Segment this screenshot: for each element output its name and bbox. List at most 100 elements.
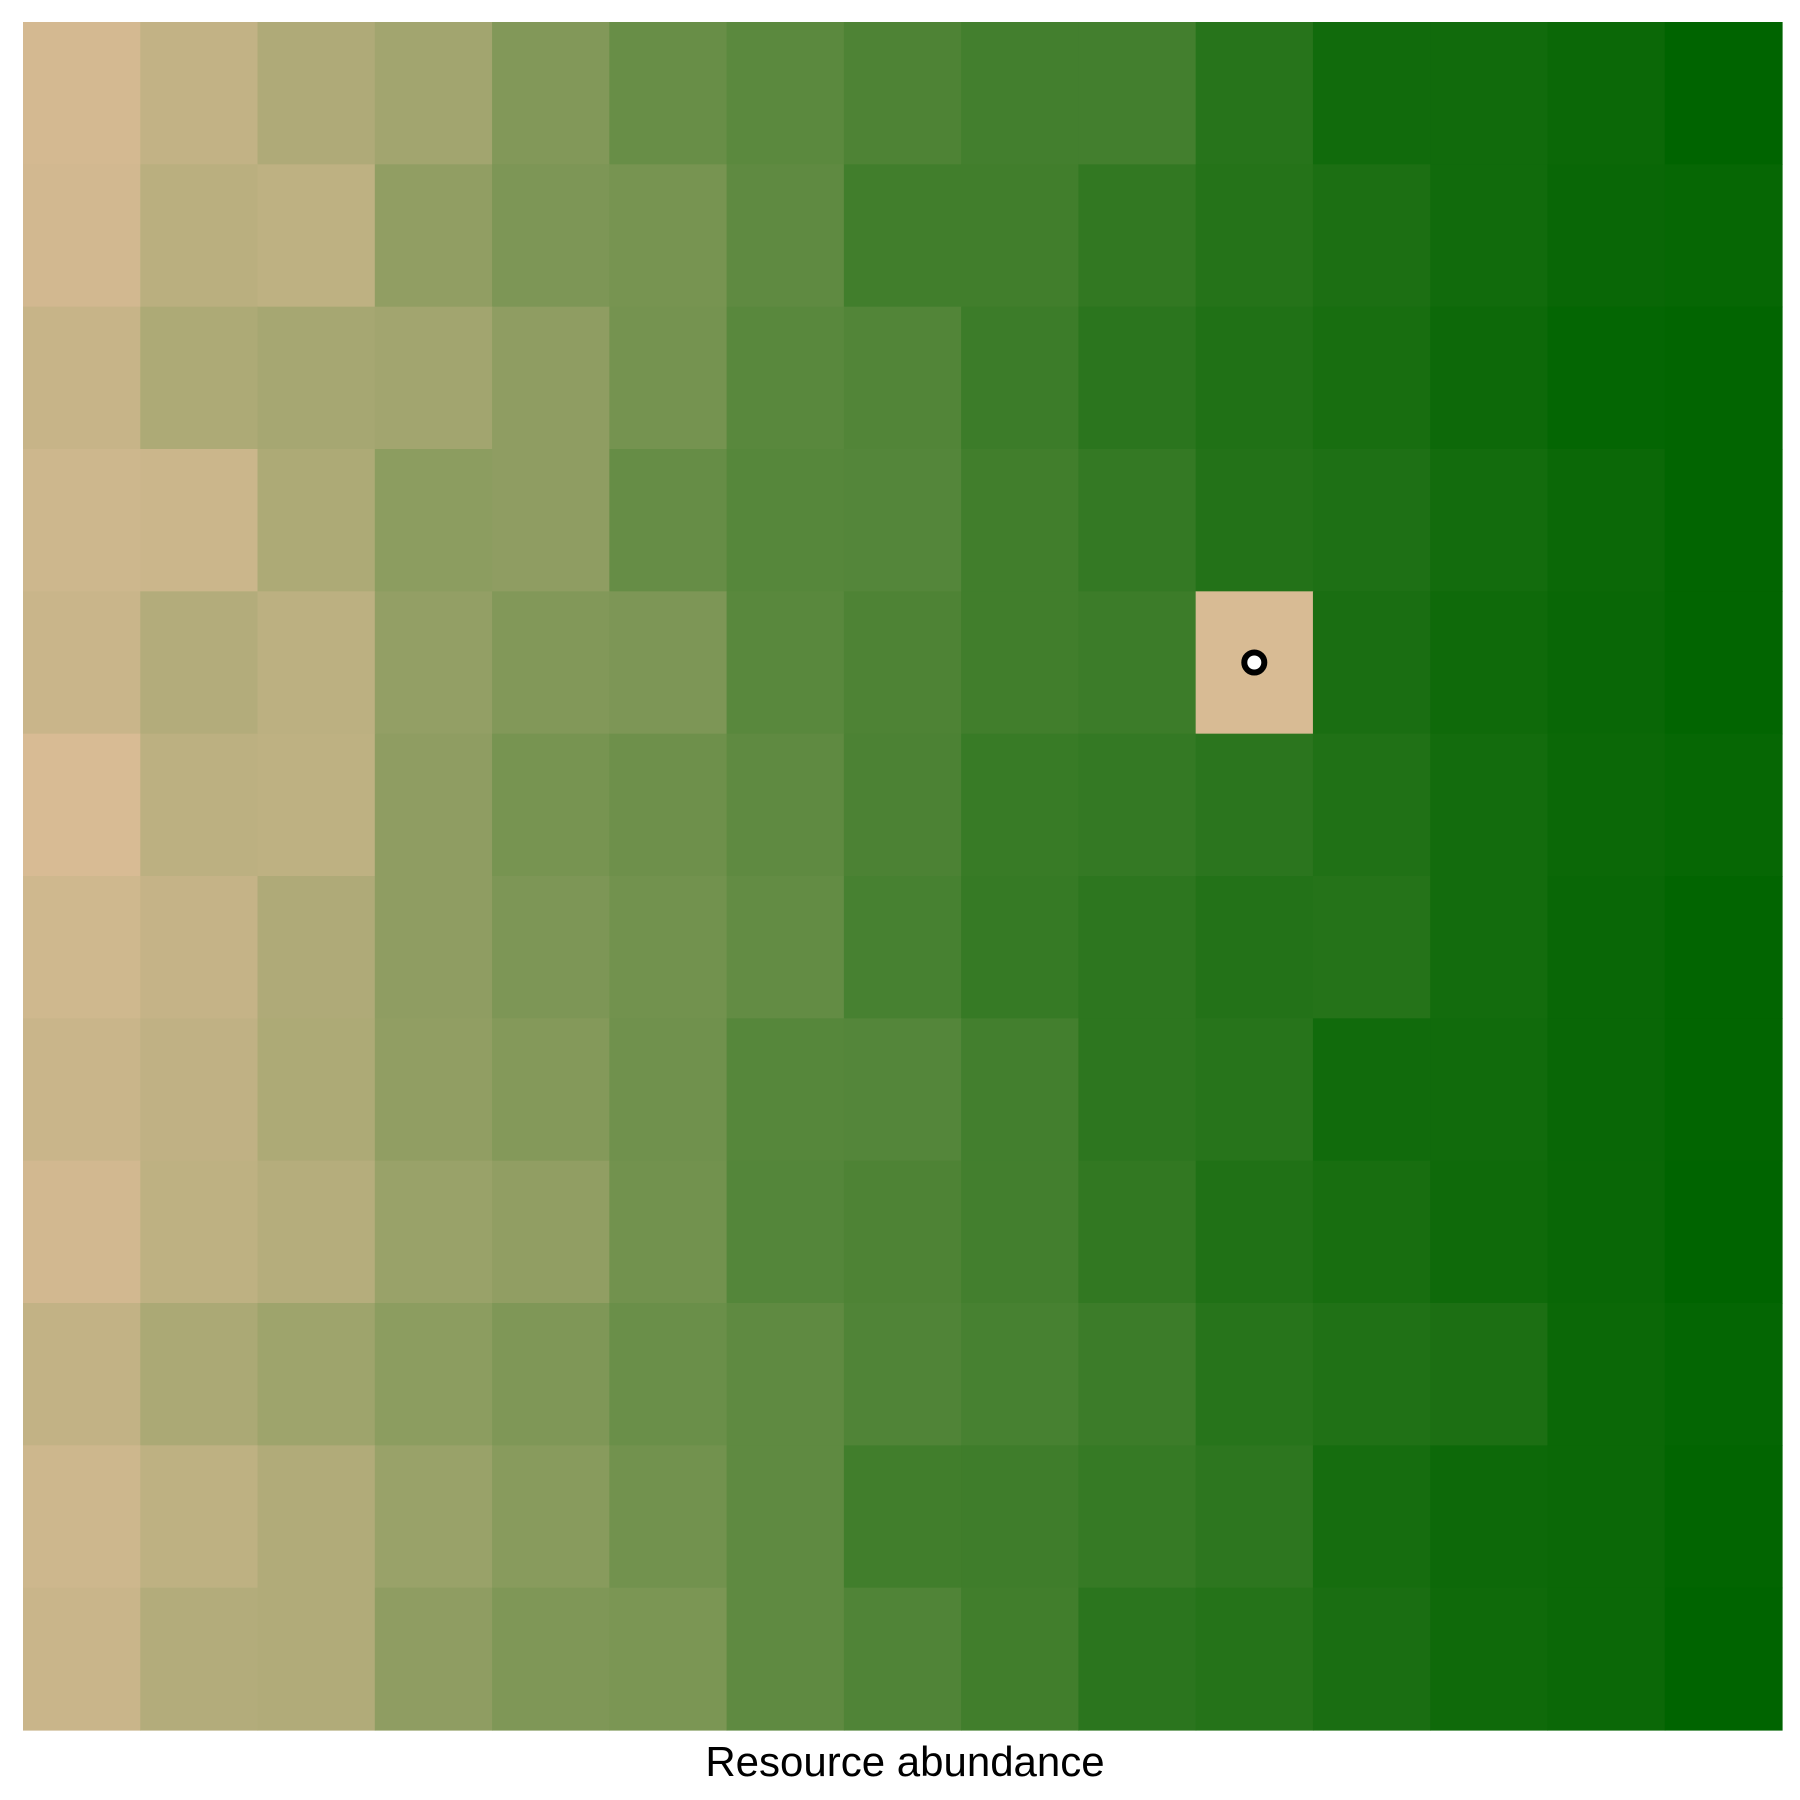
heatmap-cell (609, 733, 728, 877)
heatmap-cell (1195, 1160, 1314, 1304)
heatmap-cell (1430, 449, 1549, 592)
heatmap-cell (257, 1445, 376, 1589)
heatmap-cell (140, 1160, 259, 1304)
heatmap-cell (1664, 1018, 1783, 1162)
heatmap-cell (726, 1303, 845, 1446)
heatmap-cell (843, 1160, 962, 1304)
heatmap-cell (961, 1587, 1079, 1731)
heatmap-cell (492, 306, 610, 450)
heatmap-cell (492, 876, 610, 1019)
heatmap-cell (1078, 1018, 1197, 1162)
heatmap-cell (140, 733, 259, 877)
heatmap-cell (374, 591, 493, 735)
heatmap-cell (257, 591, 376, 735)
heatmap-cell (492, 1303, 610, 1446)
heatmap-cell (1312, 1587, 1431, 1731)
heatmap-cell (843, 591, 962, 735)
heatmap-cell (1078, 1303, 1197, 1446)
heatmap-cell (1547, 1303, 1666, 1446)
heatmap-cell (257, 733, 376, 877)
heatmap-cell (1430, 733, 1549, 877)
heatmap-cell (1664, 164, 1783, 308)
heatmap-cell (1547, 1445, 1666, 1589)
heatmap-cell (492, 591, 610, 735)
heatmap-cell (23, 449, 141, 592)
heatmap-cell (1547, 591, 1666, 735)
heatmap-cells (23, 22, 1783, 1731)
heatmap-cell (492, 1160, 610, 1304)
heatmap-cell (843, 22, 962, 165)
heatmap-cell (257, 164, 376, 308)
heatmap-cell (492, 1018, 610, 1162)
heatmap-cell (492, 1587, 610, 1731)
heatmap-cell (1195, 1018, 1314, 1162)
heatmap-cell (1078, 1160, 1197, 1304)
heatmap-cell (1195, 1587, 1314, 1731)
heatmap-cell (1078, 1587, 1197, 1731)
heatmap-cell (843, 1303, 962, 1446)
heatmap-cell (609, 1018, 728, 1162)
heatmap-cell (374, 22, 493, 165)
heatmap-cell (1312, 449, 1431, 592)
heatmap-cell (1312, 591, 1431, 735)
heatmap-cell (23, 1018, 141, 1162)
heatmap-cell (843, 164, 962, 308)
heatmap-cell (257, 1160, 376, 1304)
heatmap-cell (726, 1587, 845, 1731)
heatmap-cell (609, 449, 728, 592)
heatmap-cell (1078, 306, 1197, 450)
heatmap-cell (1195, 1445, 1314, 1589)
heatmap-cell (492, 22, 610, 165)
heatmap-cell (140, 1587, 259, 1731)
heatmap-cell (23, 1160, 141, 1304)
heatmap-cell (609, 306, 728, 450)
heatmap-cell (961, 306, 1079, 450)
heatmap-cell (23, 1587, 141, 1731)
heatmap-cell (257, 876, 376, 1019)
heatmap-cell (1078, 733, 1197, 877)
heatmap-cell (1078, 591, 1197, 735)
heatmap-cell (374, 1445, 493, 1589)
heatmap-cell (1664, 591, 1783, 735)
heatmap-cell (1664, 1160, 1783, 1304)
heatmap-cell (726, 449, 845, 592)
heatmap-cell (374, 876, 493, 1019)
heatmap-cell (1195, 876, 1314, 1019)
heatmap-cell (492, 449, 610, 592)
heatmap-cell (1078, 876, 1197, 1019)
heatmap-cell (843, 306, 962, 450)
heatmap-cell (374, 1160, 493, 1304)
x-axis-label: Resource abundance (705, 1738, 1104, 1785)
heatmap-cell (1312, 22, 1431, 165)
heatmap-cell (1430, 164, 1549, 308)
heatmap-cell (140, 1018, 259, 1162)
heatmap-cell (1547, 22, 1666, 165)
heatmap-cell (257, 1303, 376, 1446)
heatmap-cell (1430, 1445, 1549, 1589)
heatmap-cell (257, 306, 376, 450)
heatmap-cell (140, 22, 259, 165)
heatmap-cell (1312, 164, 1431, 308)
heatmap-cell (726, 22, 845, 165)
heatmap-cell (374, 1018, 493, 1162)
heatmap-cell (1547, 733, 1666, 877)
heatmap-cell (1547, 1160, 1666, 1304)
heatmap-cell (140, 306, 259, 450)
heatmap-cell (609, 876, 728, 1019)
heatmap-cell (1312, 1160, 1431, 1304)
heatmap-cell (492, 1445, 610, 1589)
heatmap-cell (726, 164, 845, 308)
heatmap-cell (1547, 876, 1666, 1019)
heatmap-cell (726, 306, 845, 450)
heatmap-cell (1430, 1160, 1549, 1304)
heatmap-cell (1664, 1303, 1783, 1446)
heatmap-cell (843, 1445, 962, 1589)
heatmap-cell (1664, 1445, 1783, 1589)
heatmap-cell (609, 1445, 728, 1589)
heatmap-cell (257, 449, 376, 592)
heatmap-cell (1312, 876, 1431, 1019)
heatmap-cell (23, 164, 141, 308)
heatmap-cell (140, 591, 259, 735)
heatmap-cell (1430, 1303, 1549, 1446)
